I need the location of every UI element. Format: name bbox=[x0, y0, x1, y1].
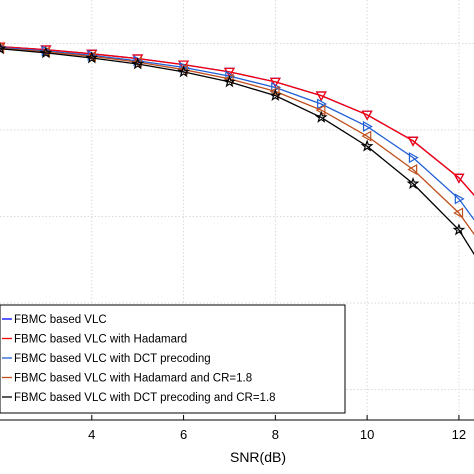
series-line bbox=[0, 47, 474, 236]
data-point bbox=[453, 207, 464, 219]
legend-label: FBMC based VLC with Hadamard and CR=1.8 bbox=[14, 373, 252, 385]
x-tick-label: 10 bbox=[360, 427, 374, 442]
data-point bbox=[178, 60, 190, 71]
legend-label: FBMC based VLC bbox=[14, 314, 107, 326]
series-fbmc-based-vlc-with-hadamard bbox=[0, 42, 474, 196]
data-point bbox=[131, 57, 145, 70]
data-point bbox=[407, 163, 418, 176]
data-point bbox=[0, 42, 7, 55]
series-layer bbox=[0, 42, 474, 256]
x-tick-label: 8 bbox=[272, 427, 279, 442]
series-fbmc-based-vlc-with-hadamard-and-cr-1-8 bbox=[0, 42, 474, 236]
series-fbmc-based-vlc bbox=[0, 42, 474, 196]
legend: FBMC based VLC FBMC based VLC with Hadama… bbox=[0, 304, 346, 414]
data-point bbox=[408, 152, 419, 164]
data-point bbox=[361, 130, 372, 142]
x-axis-label: SNR(dB) bbox=[230, 449, 286, 465]
data-point bbox=[452, 223, 466, 236]
legend-entry: FBMC based VLC with DCT precoding bbox=[2, 353, 211, 365]
series-line bbox=[0, 48, 474, 256]
legend-entry: FBMC based VLC with Hadamard bbox=[2, 334, 187, 346]
data-point bbox=[361, 110, 373, 121]
data-point bbox=[269, 77, 281, 88]
legend-label: FBMC based VLC with DCT precoding and CR… bbox=[14, 392, 276, 404]
series-fbmc-based-vlc-with-dct-precoding bbox=[0, 44, 474, 221]
data-point bbox=[177, 65, 190, 78]
legend-label: FBMC based VLC with Hadamard bbox=[14, 334, 187, 346]
data-point bbox=[317, 98, 327, 110]
data-point bbox=[362, 120, 373, 132]
legend-box bbox=[0, 304, 346, 414]
x-tick-label: 6 bbox=[180, 427, 187, 442]
legend-entry: FBMC based VLC with DCT precoding and CR… bbox=[2, 392, 276, 404]
series-line bbox=[0, 46, 474, 221]
axes: 4 6 8 10 12 SNR(dB) bbox=[0, 415, 474, 465]
data-point bbox=[85, 51, 99, 64]
data-point bbox=[360, 139, 374, 152]
x-tick-label: 4 bbox=[88, 427, 95, 442]
legend-label: FBMC based VLC with DCT precoding bbox=[14, 353, 211, 365]
series-fbmc-based-vlc-with-dct-precoding-and-cr-1-8 bbox=[0, 42, 474, 256]
data-point bbox=[223, 75, 236, 88]
data-point bbox=[407, 136, 419, 147]
data-point bbox=[268, 88, 282, 102]
data-point bbox=[454, 193, 465, 205]
data-point bbox=[271, 82, 282, 94]
data-point bbox=[314, 110, 328, 123]
legend-entry: FBMC based VLC bbox=[2, 314, 107, 326]
data-point bbox=[406, 176, 420, 190]
data-point bbox=[315, 91, 327, 102]
data-point bbox=[39, 46, 53, 59]
series-line bbox=[0, 46, 474, 196]
legend-entry: FBMC based VLC with Hadamard and CR=1.8 bbox=[2, 373, 252, 385]
x-tick-label: 12 bbox=[452, 427, 466, 442]
data-point bbox=[453, 173, 465, 184]
